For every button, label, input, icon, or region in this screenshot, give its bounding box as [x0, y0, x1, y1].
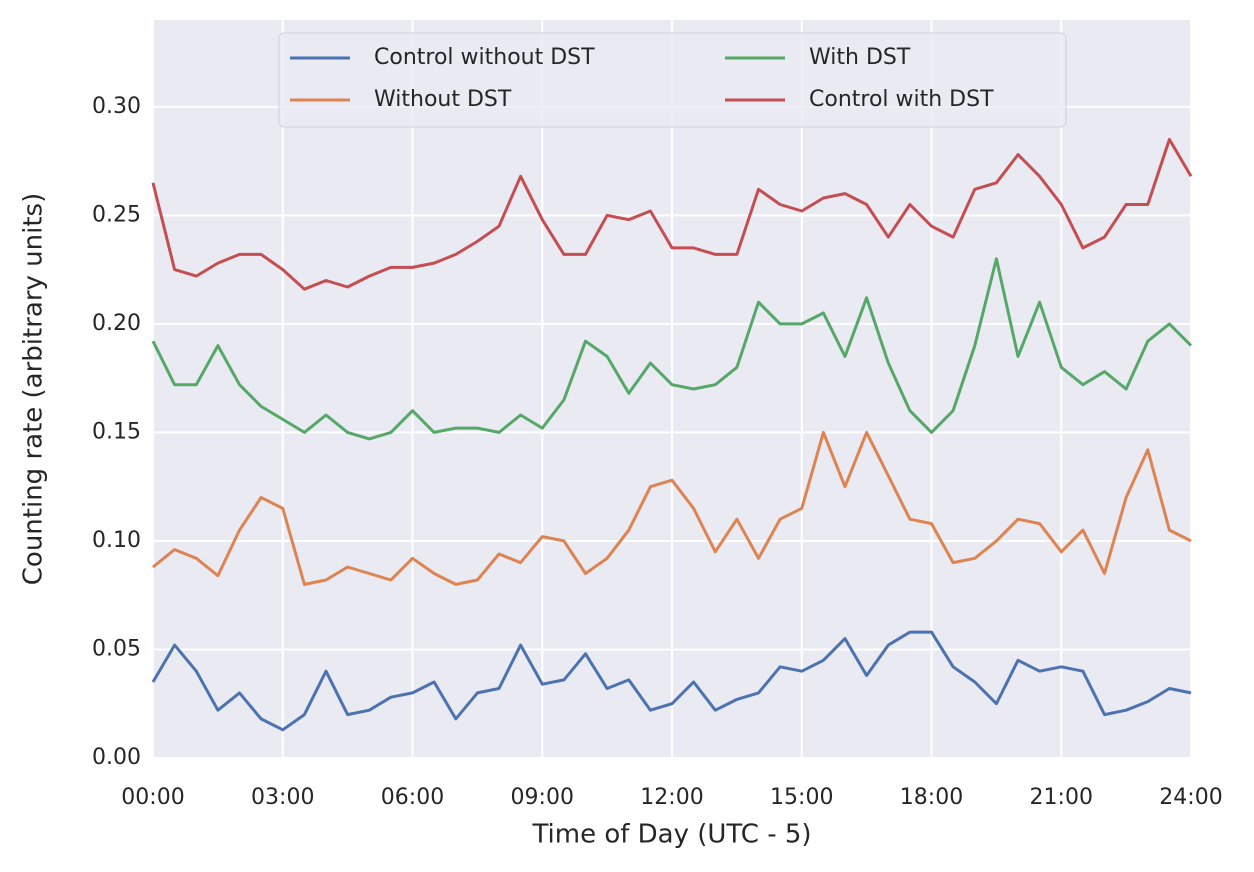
x-tick-label: 24:00: [1159, 785, 1222, 810]
y-tick-label: 0.00: [92, 745, 141, 770]
x-tick-label: 06:00: [381, 785, 444, 810]
y-tick-label: 0.30: [92, 94, 141, 119]
x-tick-label: 12:00: [640, 785, 703, 810]
x-tick-label: 00:00: [121, 785, 184, 810]
y-tick-label: 0.20: [92, 311, 141, 336]
legend-label: Control with DST: [809, 87, 994, 112]
x-tick-label: 09:00: [511, 785, 574, 810]
x-tick-label: 21:00: [1030, 785, 1093, 810]
x-tick-label: 15:00: [770, 785, 833, 810]
legend-label: Control without DST: [374, 45, 595, 70]
series-line: [151, 137, 1193, 291]
x-tick-label: 03:00: [251, 785, 314, 810]
legend-label: Without DST: [374, 87, 512, 112]
y-tick-label: 0.15: [92, 419, 141, 444]
y-tick-label: 0.05: [92, 636, 141, 661]
series-line: [152, 430, 1192, 586]
y-tick-label: 0.25: [92, 202, 141, 227]
y-tick-label: 0.10: [92, 528, 141, 553]
y-axis-label: Counting rate (arbitrary units): [19, 193, 49, 585]
x-axis-label: Time of Day (UTC - 5): [531, 820, 811, 850]
series-line: [151, 257, 1193, 441]
x-tick-label: 18:00: [900, 785, 963, 810]
legend-box: [278, 32, 1067, 128]
series-line: [151, 630, 1192, 732]
legend-label: With DST: [809, 45, 911, 70]
